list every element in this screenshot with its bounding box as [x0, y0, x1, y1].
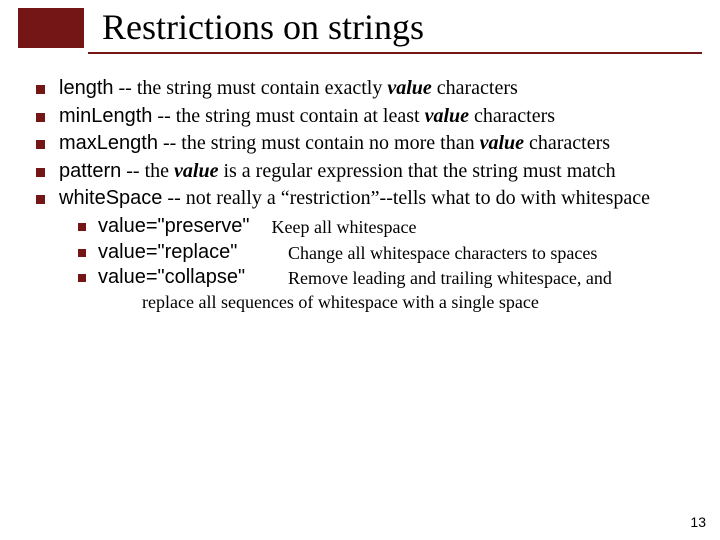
- text-pre: the: [145, 160, 174, 182]
- bullet-item: maxLength -- the string must contain no …: [36, 131, 696, 157]
- keyword: whiteSpace: [59, 187, 162, 209]
- text-pre: the string must contain at least: [176, 105, 425, 127]
- text-pre: the string must contain exactly: [137, 77, 388, 99]
- sub-bullet-item: value="replace" Change all whitespace ch…: [78, 240, 696, 266]
- bullet-text: maxLength -- the string must contain no …: [59, 131, 696, 157]
- sub-bullet-item: value="preserve" Keep all whitespace: [78, 214, 696, 240]
- sep: --: [114, 77, 137, 99]
- text-pre: the string must contain no more than: [181, 132, 479, 154]
- bullet-item: whiteSpace -- not really a “restriction”…: [36, 186, 696, 212]
- sub-bullet-area: value="preserve" Keep all whitespace val…: [78, 214, 696, 314]
- keyword: maxLength: [59, 132, 158, 154]
- bullet-square-icon: [78, 223, 86, 231]
- bullet-text: whiteSpace -- not really a “restriction”…: [59, 186, 696, 212]
- bullet-square-icon: [36, 140, 45, 149]
- title-underline: [88, 52, 702, 54]
- value-ref: value: [480, 132, 524, 154]
- value-description-line1: Remove leading and trailing whitespace, …: [288, 265, 696, 290]
- value-ref: value: [387, 77, 431, 99]
- text-body: not really a “restriction”--tells what t…: [186, 187, 650, 209]
- sep: --: [121, 160, 144, 182]
- value-description-line2: replace all sequences of whitespace with…: [142, 291, 696, 314]
- text-post: characters: [469, 105, 555, 127]
- keyword: minLength: [59, 105, 152, 127]
- bullet-text: minLength -- the string must contain at …: [59, 104, 696, 130]
- bullet-item: length -- the string must contain exactl…: [36, 76, 696, 102]
- value-ref: value: [174, 160, 218, 182]
- bullet-text: pattern -- the value is a regular expres…: [59, 159, 696, 185]
- text-post: characters: [432, 77, 518, 99]
- bullet-square-icon: [36, 113, 45, 122]
- title-accent-bar: [18, 8, 84, 48]
- value-literal: value="collapse": [98, 265, 266, 291]
- bullet-square-icon: [36, 168, 45, 177]
- text-post: characters: [524, 132, 610, 154]
- bullet-text: length -- the string must contain exactl…: [59, 76, 696, 102]
- slide: Restrictions on strings length -- the st…: [0, 0, 720, 540]
- value-literal: value="replace": [98, 240, 266, 266]
- sep: --: [152, 105, 175, 127]
- bullet-square-icon: [36, 195, 45, 204]
- sep: --: [158, 132, 181, 154]
- bullet-square-icon: [78, 249, 86, 257]
- sep: --: [162, 187, 185, 209]
- value-description: Keep all whitespace: [272, 214, 696, 239]
- page-number: 13: [690, 514, 706, 530]
- text-post: is a regular expression that the string …: [218, 160, 615, 182]
- keyword: pattern: [59, 160, 121, 182]
- content-area: length -- the string must contain exactl…: [36, 76, 696, 314]
- value-literal: value="preserve": [98, 214, 250, 240]
- bullet-item: minLength -- the string must contain at …: [36, 104, 696, 130]
- sub-bullet-item: value="collapse" Remove leading and trai…: [78, 265, 696, 291]
- bullet-square-icon: [78, 274, 86, 282]
- keyword: length: [59, 77, 114, 99]
- value-ref: value: [425, 105, 469, 127]
- bullet-item: pattern -- the value is a regular expres…: [36, 159, 696, 185]
- slide-title: Restrictions on strings: [102, 6, 424, 48]
- value-description: Change all whitespace characters to spac…: [288, 240, 696, 265]
- bullet-square-icon: [36, 85, 45, 94]
